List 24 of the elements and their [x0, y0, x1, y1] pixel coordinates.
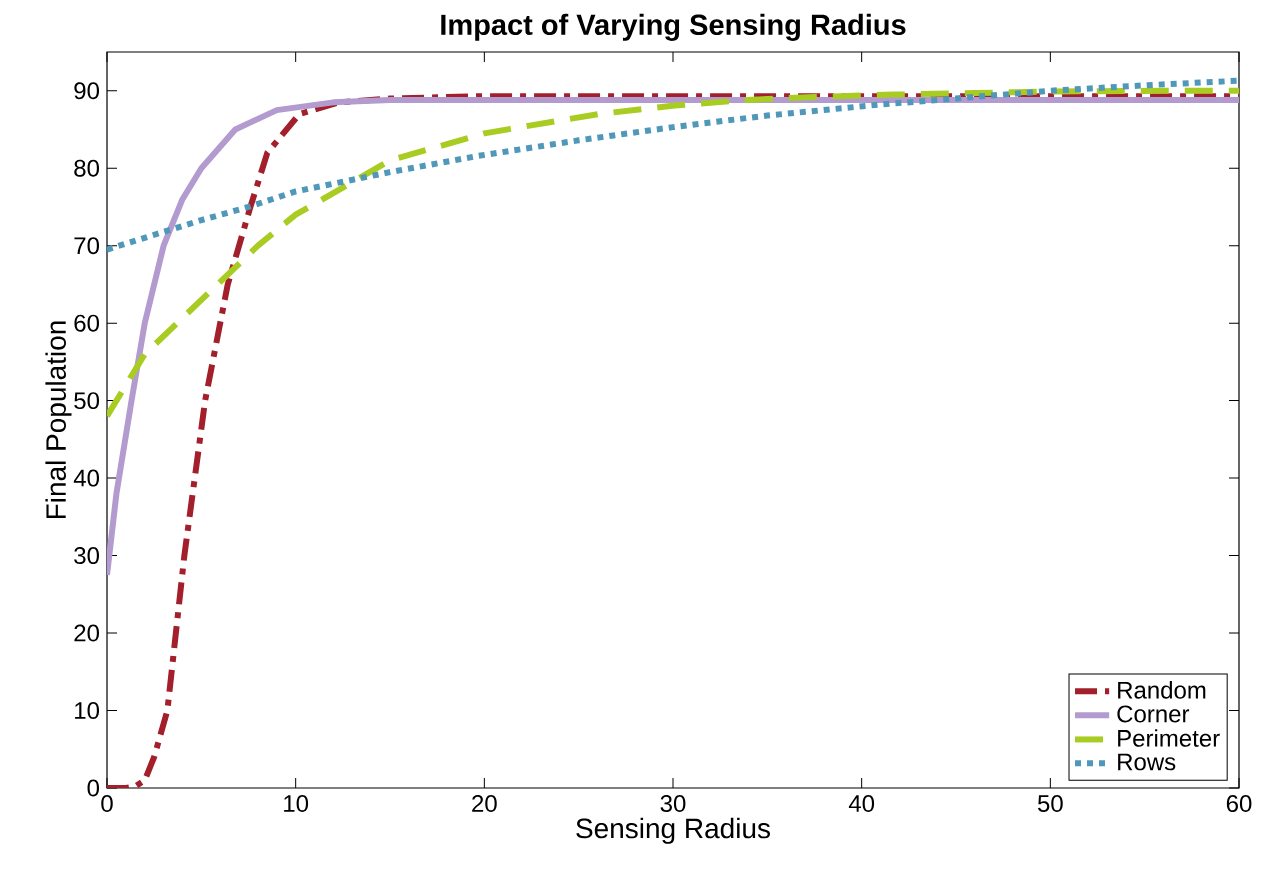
legend-label: Corner [1117, 705, 1190, 723]
y-tick-label: 70 [74, 237, 100, 255]
y-tick-label: 60 [74, 314, 100, 332]
y-tick-label: 90 [74, 82, 100, 100]
x-tick-label: 60 [1226, 795, 1252, 813]
chart-title: Impact of Varying Sensing Radius [441, 13, 906, 41]
x-tick-label: 10 [284, 795, 309, 813]
x-tick-label: 20 [472, 795, 497, 813]
y-tick-label: 0 [87, 779, 100, 797]
x-tick-label: 40 [848, 795, 875, 813]
legend-label: Rows [1118, 753, 1176, 771]
y-tick-label: 10 [75, 702, 100, 719]
y-tick-label: 80 [74, 159, 100, 177]
legend-label: Perimeter [1118, 729, 1220, 747]
x-tick-label: 0 [101, 795, 113, 813]
y-axis-title: Final Population [45, 321, 72, 519]
y-tick-label: 40 [73, 469, 100, 487]
y-tick-label: 20 [74, 624, 100, 642]
x-tick-label: 30 [660, 795, 686, 813]
legend-label: Random [1118, 681, 1206, 699]
y-tick-label: 50 [74, 392, 100, 410]
x-axis-title: Sensing Radius [576, 817, 770, 844]
y-tick-label: 30 [74, 547, 100, 565]
x-tick-label: 50 [1037, 795, 1063, 813]
